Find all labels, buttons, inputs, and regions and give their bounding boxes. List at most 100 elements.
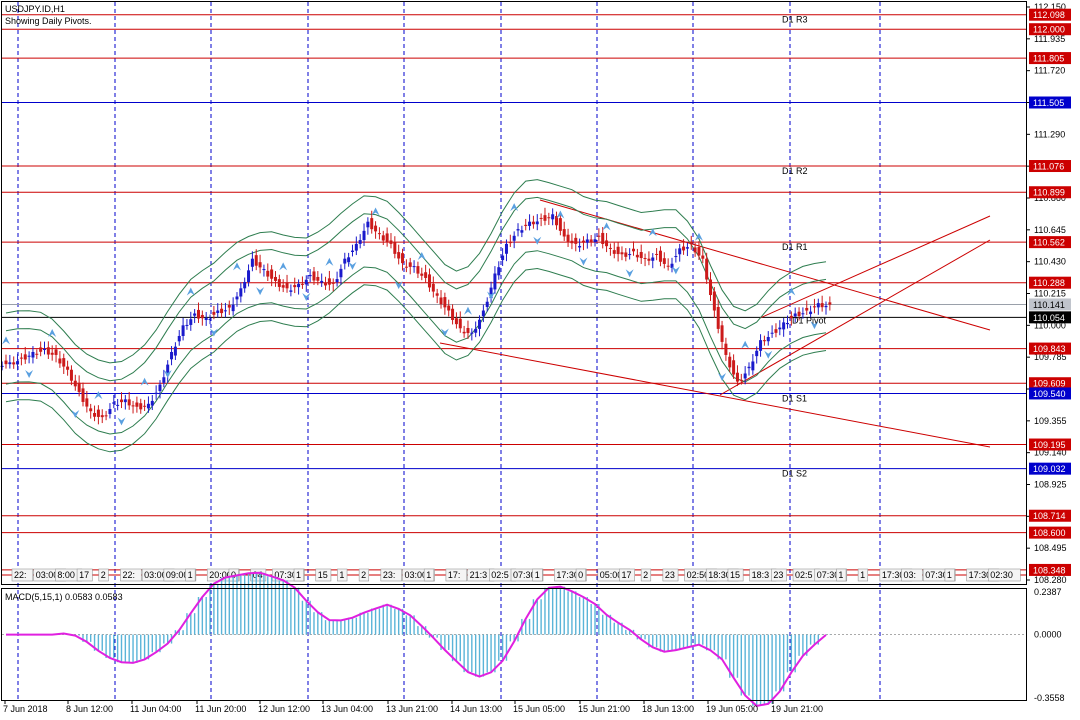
candle-body xyxy=(789,315,793,319)
session-tag: 23 xyxy=(662,568,679,582)
level-badge: 109.540 xyxy=(1029,387,1071,400)
candle-body xyxy=(196,309,200,319)
candle-body xyxy=(66,366,70,370)
arrow-up xyxy=(186,287,195,296)
candle-body xyxy=(474,328,478,333)
candle-body xyxy=(458,318,462,329)
arrow-up xyxy=(48,328,57,337)
candle-body xyxy=(751,361,755,371)
candle-body xyxy=(27,355,31,357)
candle-body xyxy=(812,306,816,308)
candle-body xyxy=(574,237,578,244)
candle-body xyxy=(793,313,797,317)
candle-body xyxy=(247,270,251,283)
candle-body xyxy=(374,225,378,232)
candle-body xyxy=(705,258,709,280)
candle-body xyxy=(281,285,285,288)
candle-body xyxy=(320,280,324,283)
candle-body xyxy=(300,283,304,285)
session-tag-label: 02:5 xyxy=(795,570,813,580)
candle-body xyxy=(150,400,154,406)
candle-body xyxy=(612,250,616,254)
session-tag-label: 22: xyxy=(122,570,135,580)
candle-body xyxy=(243,282,247,289)
candle-body xyxy=(470,332,474,334)
candle-body xyxy=(662,258,666,264)
candle-body xyxy=(828,302,832,305)
rising-line-1 xyxy=(759,215,991,319)
level-badge: 110.141 xyxy=(1029,298,1071,311)
candle-body xyxy=(709,279,713,296)
candle-body xyxy=(73,380,77,387)
time-tick-label: 7 Jun 2018 xyxy=(3,704,48,714)
candle-body xyxy=(431,283,435,292)
price-tick-label: 112.150 xyxy=(1034,2,1066,12)
candle-body xyxy=(81,388,85,402)
session-tag-label: 07:30 xyxy=(513,570,536,580)
chart-title: USDJPY.ID,H1 xyxy=(5,4,65,14)
arrow-down xyxy=(394,281,403,290)
price-tick-label: 111.935 xyxy=(1034,34,1065,44)
arrow-down xyxy=(117,417,126,426)
arrow-up xyxy=(741,340,750,349)
candle-body xyxy=(0,365,4,367)
session-tag-label: 1 xyxy=(860,570,865,580)
candle-body xyxy=(377,233,381,235)
candle-body xyxy=(462,331,466,334)
candle-body xyxy=(258,262,262,268)
candle-body xyxy=(759,340,763,351)
time-tick-label: 13 Jun 21:00 xyxy=(386,704,438,714)
candle-body xyxy=(347,257,351,263)
candle-body xyxy=(327,278,331,285)
time-tick-label: 8 Jun 12:00 xyxy=(66,704,113,714)
candle-body xyxy=(200,314,204,319)
vertical-grid-lines xyxy=(17,2,881,700)
chart-subtitle: Showing Daily Pivots. xyxy=(5,16,92,26)
arrow-down xyxy=(256,287,265,296)
candle-body xyxy=(682,246,686,251)
candle-body xyxy=(735,372,739,382)
session-tag-label: 05:00 xyxy=(600,570,623,580)
candle-body xyxy=(385,233,389,243)
candle-body xyxy=(397,252,401,259)
candle-body xyxy=(585,239,589,243)
candle-body xyxy=(293,285,297,288)
session-tag-label: 15 xyxy=(730,570,740,580)
candle-body xyxy=(58,358,62,364)
candle-body xyxy=(285,282,289,289)
candle-body xyxy=(362,230,366,241)
level-badge: 110.054 xyxy=(1029,311,1071,324)
session-tag-label: 03:00 xyxy=(36,570,59,580)
macd-frame xyxy=(1,588,1027,701)
level-badge: 110.899 xyxy=(1029,186,1071,199)
candle-body xyxy=(778,327,782,330)
session-tag-label: 17:30 xyxy=(882,570,905,580)
candle-body xyxy=(401,253,405,264)
level-badge: 108.348 xyxy=(1029,563,1071,576)
candle-body xyxy=(4,360,8,365)
candle-body xyxy=(520,230,524,233)
candle-body xyxy=(755,350,759,357)
candle-body xyxy=(204,317,208,321)
candle-body xyxy=(208,319,212,321)
candle-body xyxy=(497,267,501,276)
candles xyxy=(0,207,832,425)
macd-tick-label: 0.2387 xyxy=(1034,587,1062,597)
level-badge: 111.505 xyxy=(1029,96,1071,109)
price-tick-label: 109.785 xyxy=(1034,352,1067,362)
arrow-down xyxy=(25,369,34,378)
level-badge: 111.076 xyxy=(1029,160,1071,173)
fractal-arrows xyxy=(2,203,819,426)
macd-tick-label: 0.0000 xyxy=(1034,630,1062,640)
candle-body xyxy=(177,335,181,342)
level-badge-label: 112.000 xyxy=(1033,25,1065,35)
arrow-down xyxy=(579,257,588,266)
candle-body xyxy=(578,245,582,248)
candle-body xyxy=(420,273,424,276)
level-badge: 108.714 xyxy=(1029,509,1071,522)
candle-body xyxy=(543,215,547,221)
candle-body xyxy=(647,258,651,261)
candle-body xyxy=(331,282,335,284)
candle-body xyxy=(620,252,624,255)
candle-body xyxy=(370,218,374,230)
